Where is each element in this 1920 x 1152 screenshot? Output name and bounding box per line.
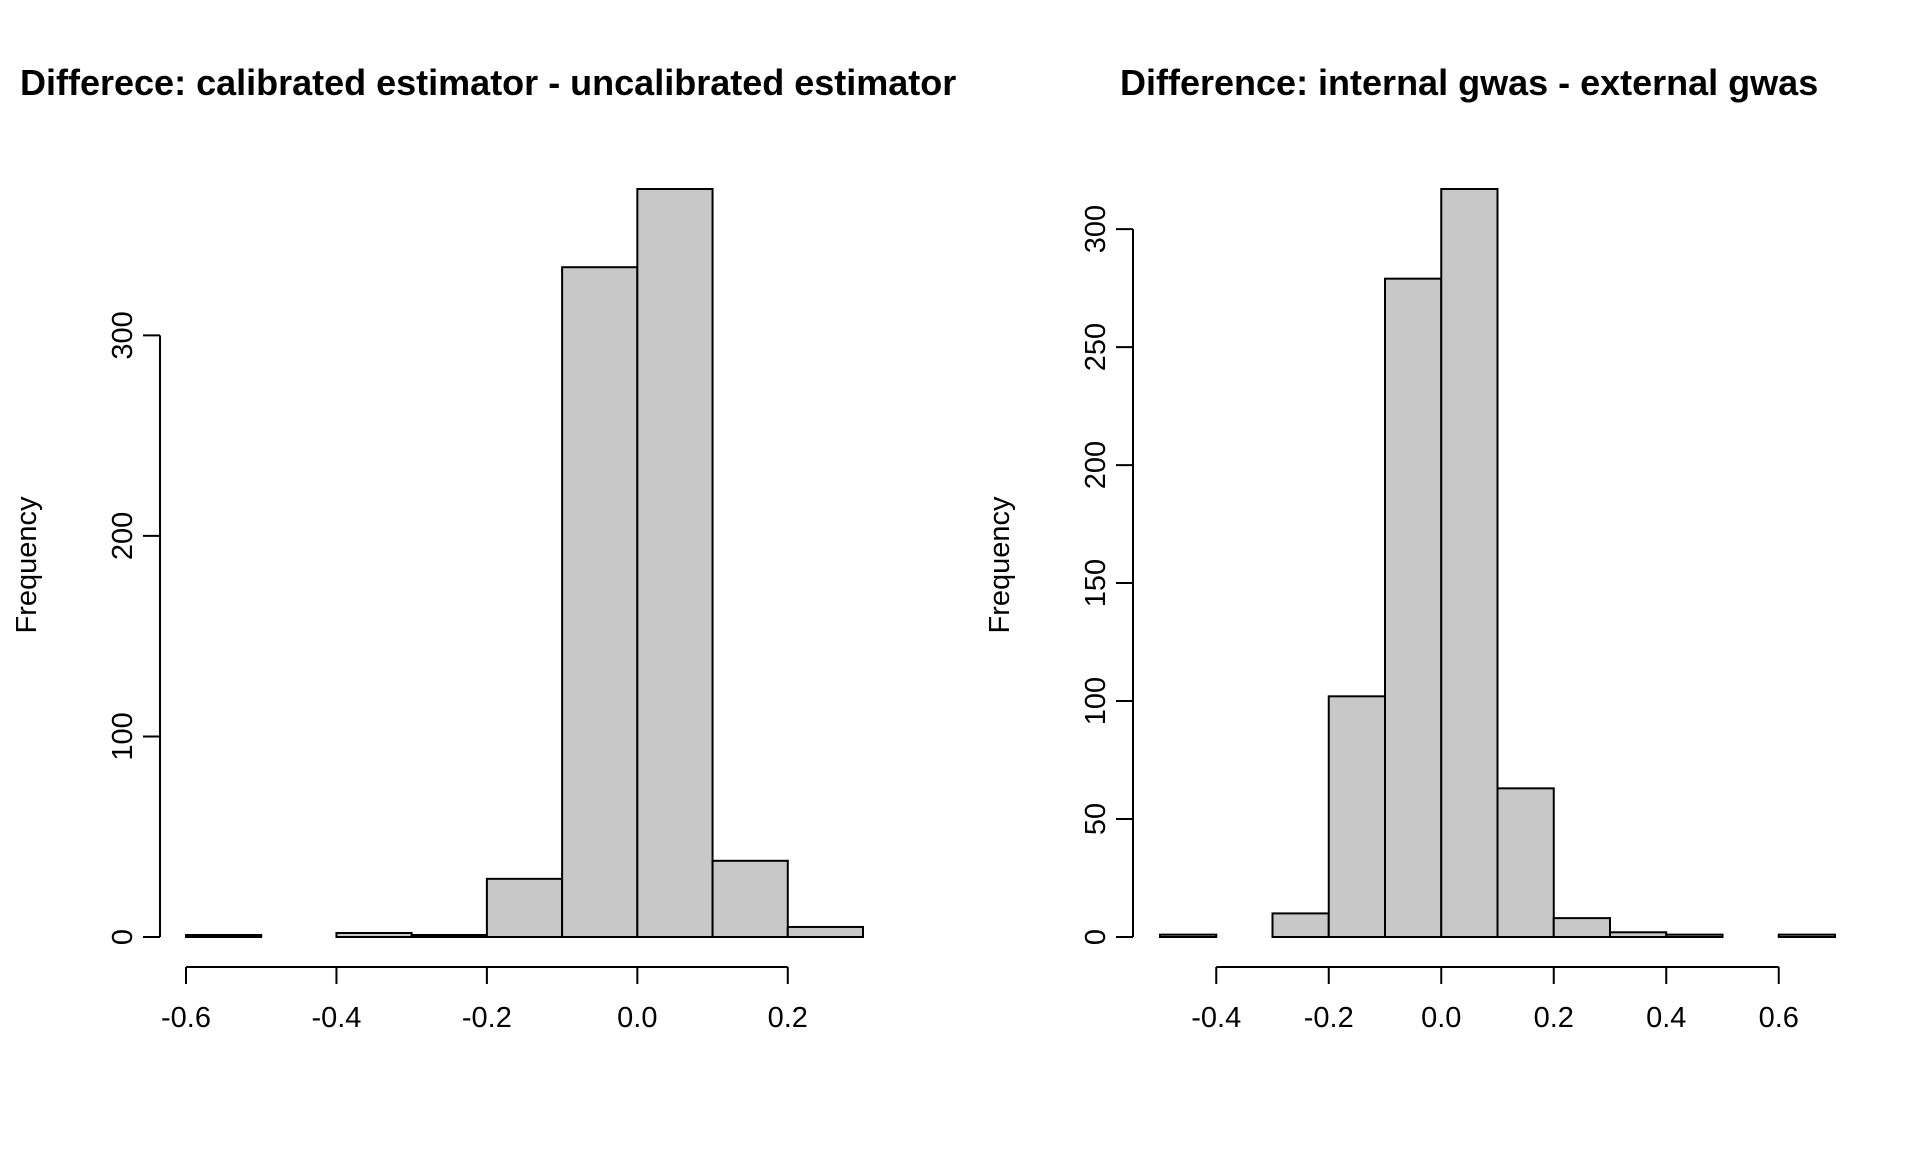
- x-tick-label: -0.6: [161, 1002, 211, 1034]
- x-tick-label: -0.4: [311, 1002, 361, 1034]
- histogram-bar: [786, 925, 865, 938]
- histogram-bar: [1665, 933, 1724, 939]
- y-axis: 0 100 200 300: [107, 311, 161, 945]
- y-axis: 0 50 100 150 200 250 300: [1080, 205, 1134, 945]
- chart-title: Differece: calibrated estimator - uncali…: [20, 62, 956, 103]
- histogram-bar: [1609, 931, 1668, 939]
- y-tick-label: 200: [107, 512, 139, 560]
- y-tick-label: 250: [1080, 323, 1112, 371]
- histogram-panel-gwas: Difference: internal gwas - external gwa…: [984, 62, 1836, 1034]
- x-tick-label: 0.2: [1534, 1002, 1574, 1034]
- histogram-bar: [1496, 787, 1555, 939]
- x-tick-label: 0.0: [1421, 1002, 1461, 1034]
- x-tick-label: 0.4: [1646, 1002, 1686, 1034]
- x-tick-label: 0.0: [617, 1002, 657, 1034]
- y-tick-label: 100: [1080, 677, 1112, 725]
- y-tick-label: 150: [1080, 559, 1112, 607]
- histogram-bar: [1777, 933, 1836, 939]
- histogram-panel-calibrated: Differece: calibrated estimator - uncali…: [11, 62, 956, 1034]
- y-tick-label: 300: [107, 311, 139, 359]
- y-axis-label: Frequency: [984, 496, 1016, 634]
- x-axis: -0.6 -0.4 -0.2 0.0 0.2: [161, 966, 808, 1034]
- y-tick-label: 0: [1080, 929, 1112, 945]
- x-tick-label: -0.2: [1304, 1002, 1354, 1034]
- x-tick-label: -0.2: [462, 1002, 512, 1034]
- y-axis-label: Frequency: [11, 496, 43, 634]
- bars: [185, 188, 865, 939]
- histogram-bar: [185, 933, 263, 938]
- x-tick-label: -0.4: [1191, 1002, 1241, 1034]
- histogram-bar: [1159, 933, 1218, 939]
- histogram-bar: [485, 877, 564, 939]
- x-tick-label: 0.2: [768, 1002, 808, 1034]
- histogram-bar: [1384, 277, 1443, 939]
- y-tick-label: 200: [1080, 441, 1112, 489]
- histogram-bar: [1271, 912, 1330, 939]
- y-tick-label: 300: [1080, 205, 1112, 253]
- bars: [1159, 188, 1836, 939]
- histogram-bar: [711, 859, 789, 938]
- x-axis: -0.4 -0.2 0.0 0.2 0.4 0.6: [1191, 966, 1799, 1034]
- histogram-bar: [410, 933, 488, 938]
- histogram-bar: [1552, 917, 1611, 938]
- histogram-bar: [1440, 188, 1499, 938]
- chart-title: Difference: internal gwas - external gwa…: [1120, 62, 1818, 103]
- histogram-bar: [335, 931, 413, 938]
- y-tick-label: 50: [1080, 803, 1112, 835]
- histogram-bar: [561, 266, 639, 938]
- y-tick-label: 100: [107, 712, 139, 760]
- y-tick-label: 0: [107, 929, 139, 945]
- histogram-bar: [1327, 695, 1386, 938]
- histogram-bar: [636, 188, 714, 938]
- x-tick-label: 0.6: [1759, 1002, 1799, 1034]
